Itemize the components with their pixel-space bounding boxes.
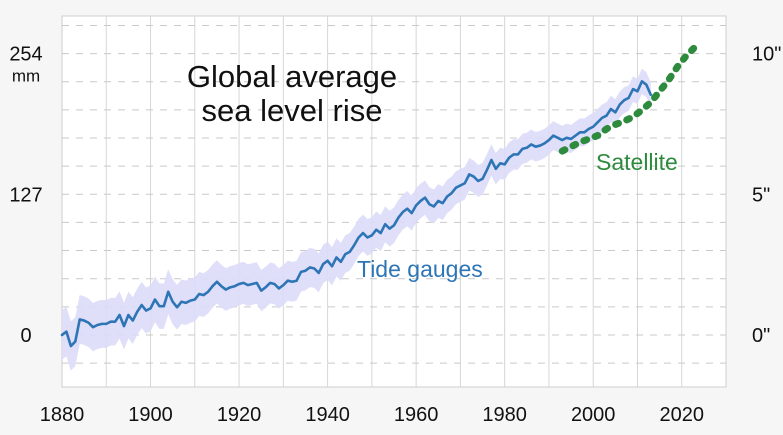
tide-gauges-uncertainty-band [62,68,651,371]
y-left-unit-label: mm [12,67,40,86]
y-left-tick-label: 127 [9,184,42,206]
x-tick-label: 1960 [394,404,439,426]
y-left-tick-label: 254 [9,44,42,66]
chart-title-line-2: sea level rise [202,93,383,128]
series-line-tide-gauges [60,80,653,348]
series-label-satellite: Satellite [596,149,678,175]
plot-area-background [61,15,727,388]
y-right-tick-label: 0" [752,325,770,347]
x-tick-label: 1920 [217,404,262,426]
series-line-satellite [558,43,699,155]
x-tick-label: 1980 [482,404,527,426]
series-label-tide-gauges: Tide gauges [357,256,483,282]
x-axis-ticks: 1880 1900 1920 1940 1960 1980 2000 2020 [40,404,704,426]
series-lines [60,43,699,348]
x-tick-label: 1940 [305,404,350,426]
y-right-tick-label: 5" [752,184,770,206]
uncertainty-band [62,68,651,371]
chart-title-line-1: Global average [187,59,397,94]
y-right-tick-label: 10" [752,44,781,66]
x-tick-label: 1880 [40,404,85,426]
x-tick-label: 1900 [128,404,173,426]
y-left-tick-label: 0 [20,325,31,347]
x-tick-label: 2000 [571,404,616,426]
y-axis-right-ticks: 0" 5" 10" [752,44,781,347]
x-tick-label: 2020 [659,404,704,426]
